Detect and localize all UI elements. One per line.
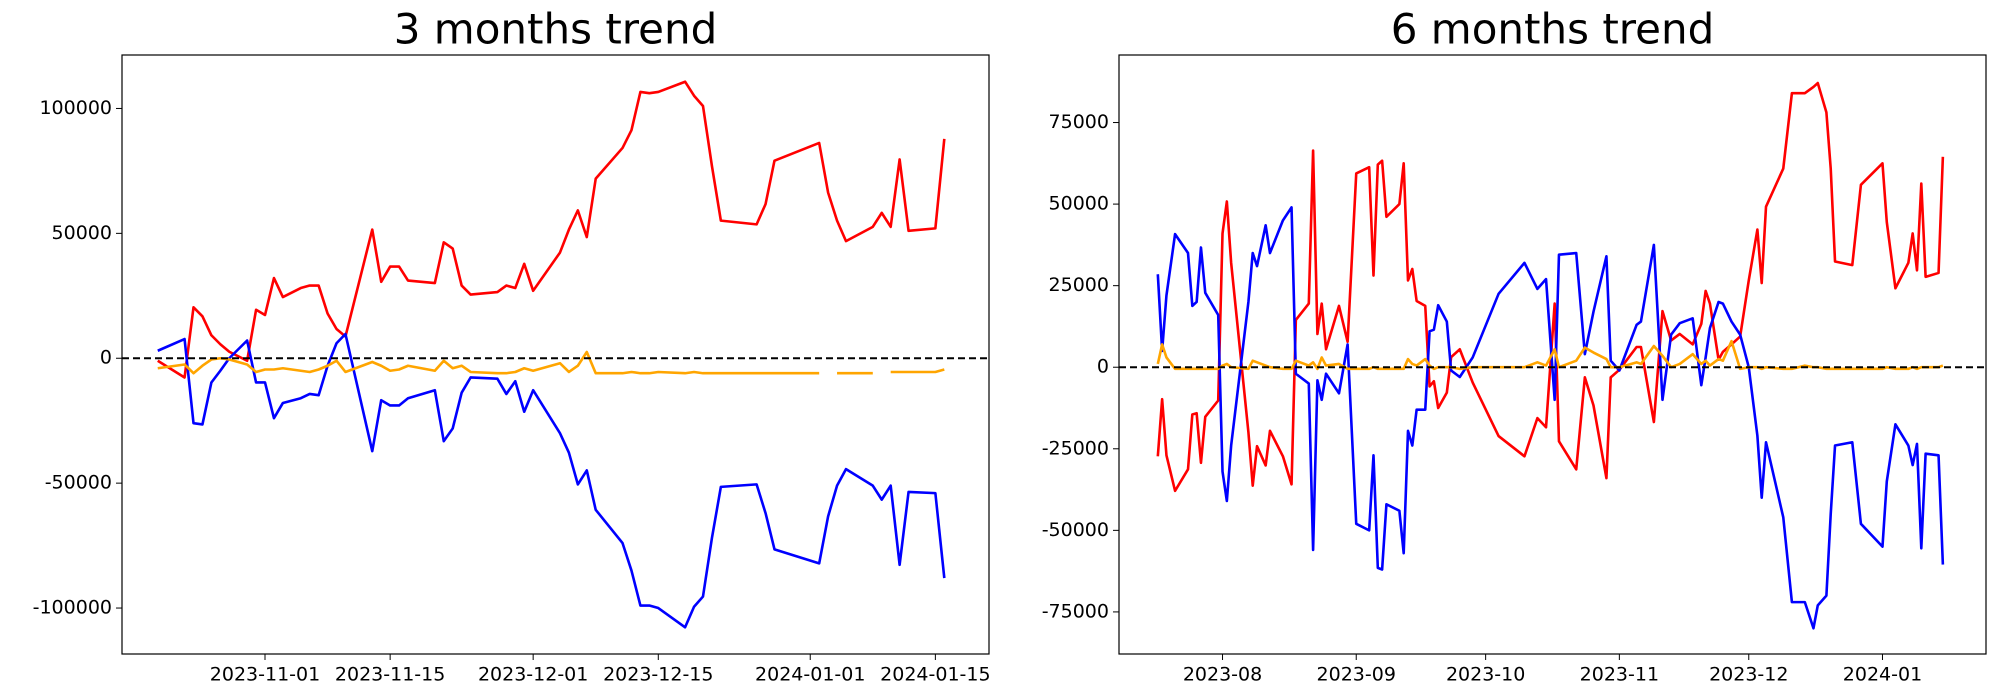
x-tick-label: 2023-08 <box>1183 664 1262 686</box>
y-tick-label: -100000 <box>33 597 112 619</box>
x-tick-label: 2023-11-15 <box>335 664 445 686</box>
x-tick-label: 2023-11-01 <box>210 664 320 686</box>
x-tick-label: 2023-09 <box>1317 664 1396 686</box>
y-tick-label: 0 <box>1097 356 1109 378</box>
data-line <box>157 350 945 375</box>
x-tick-label: 2024-01-15 <box>880 664 990 686</box>
axes-frame <box>1118 54 1987 655</box>
x-tick-label: 2023-10 <box>1446 664 1525 686</box>
chart-title: 6 months trend <box>1391 5 1715 54</box>
chart-title: 3 months trend <box>394 5 718 54</box>
x-tick-label: 2023-12-15 <box>603 664 713 686</box>
data-line <box>1156 206 1945 630</box>
y-tick-label: 50000 <box>1049 193 1109 215</box>
y-tick-label: 75000 <box>1049 111 1109 133</box>
y-tick-label: 0 <box>100 347 112 369</box>
x-tick-label: 2023-12-01 <box>478 664 588 686</box>
y-tick-label: 100000 <box>39 97 112 119</box>
x-tick-label: 2023-12 <box>1709 664 1788 686</box>
y-tick-label: -50000 <box>1042 519 1109 541</box>
y-tick-label: -25000 <box>1042 437 1109 459</box>
y-tick-label: 25000 <box>1049 274 1109 296</box>
x-tick-label: 2024-01-01 <box>755 664 865 686</box>
data-line <box>157 332 946 629</box>
y-tick-label: -75000 <box>1042 600 1109 622</box>
y-tick-label: -50000 <box>45 472 112 494</box>
y-tick-label: 50000 <box>52 222 112 244</box>
x-tick-label: 2023-11 <box>1580 664 1659 686</box>
x-tick-label: 2024-01 <box>1843 664 1922 686</box>
axes-frame <box>121 54 990 655</box>
data-line <box>1156 81 1945 493</box>
data-line <box>157 80 946 379</box>
